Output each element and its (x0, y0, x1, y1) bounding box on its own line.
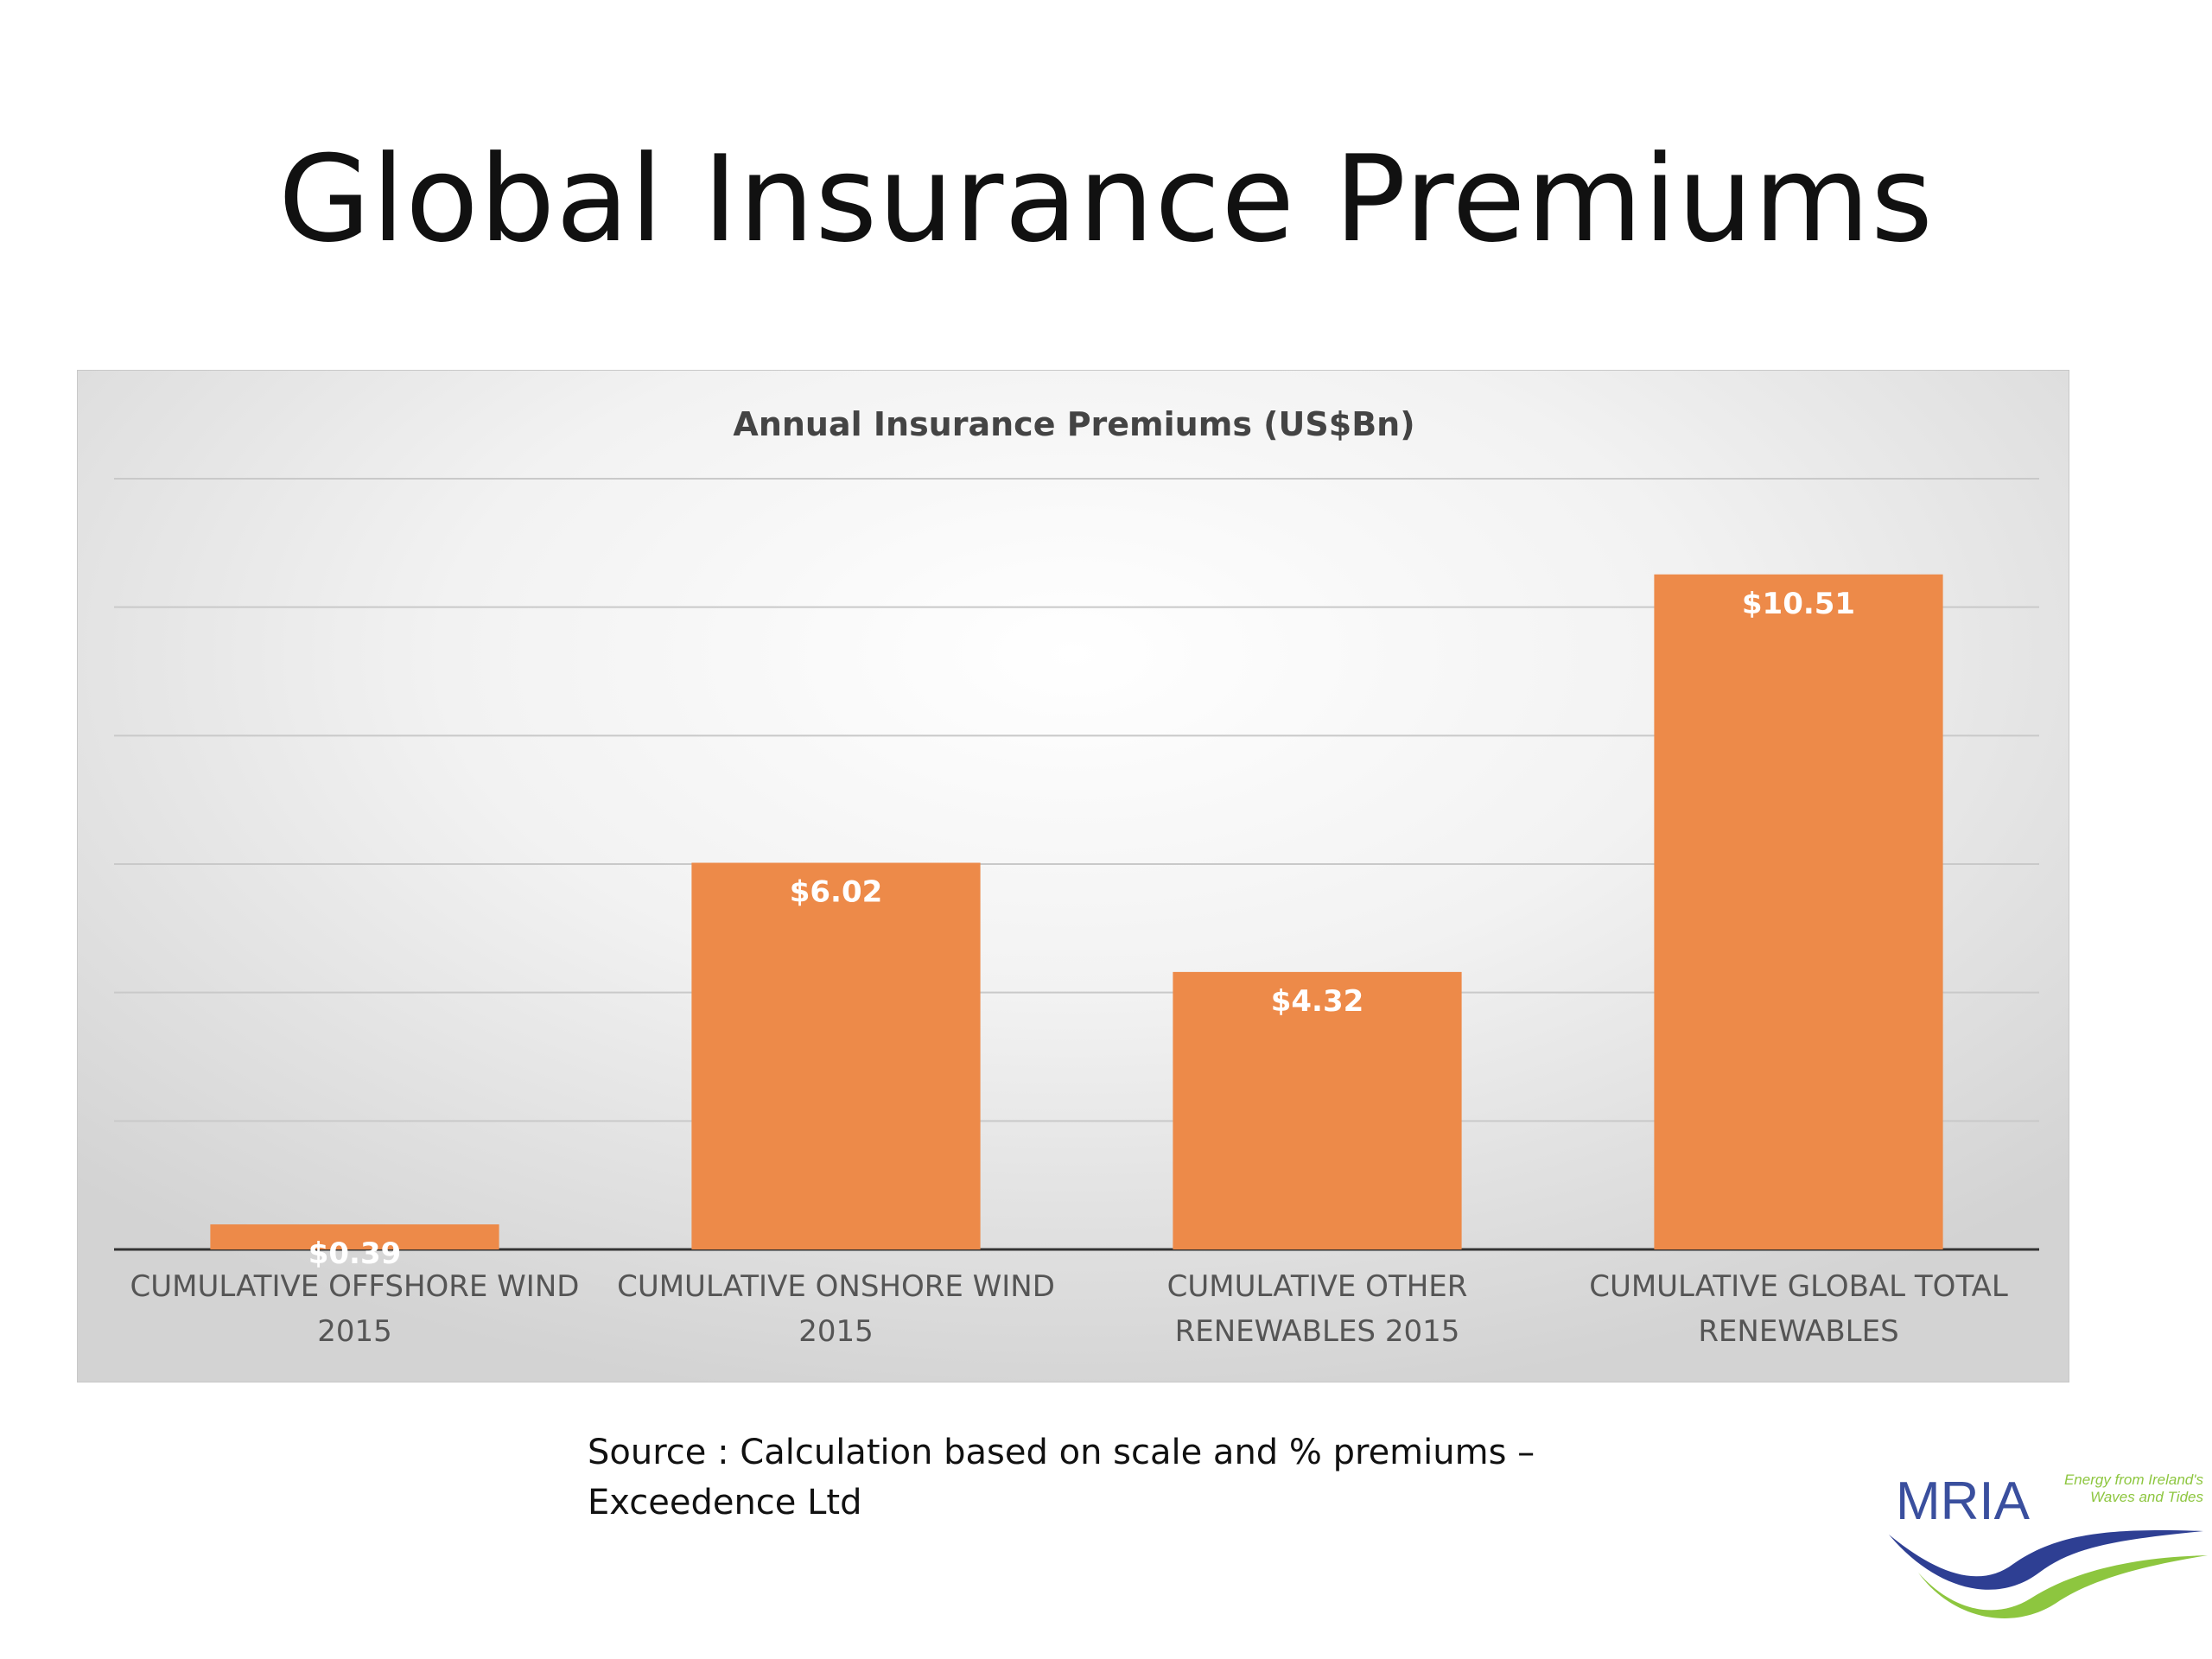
chart-area: Annual Insurance Premiums (US$Bn) $0.39 $… (77, 370, 2069, 1382)
data-labels: $0.39 $6.02 $4.32 $10.51 (308, 587, 1855, 1271)
source-note: Source : Calculation based on scale and … (588, 1427, 1624, 1528)
chart-title: Annual Insurance Premiums (US$Bn) (733, 405, 1414, 443)
bar-4 (1654, 574, 1943, 1249)
category-labels: CUMULATIVE OFFSHORE WIND 2015 CUMULATIVE O… (130, 1269, 2008, 1349)
category-label-2-line-2: 2015 (798, 1314, 874, 1349)
category-label-3-line-2: RENEWABLES 2015 (1175, 1314, 1460, 1349)
slide-title: Global Insurance Premiums (278, 130, 1934, 269)
data-label-2: $6.02 (790, 875, 883, 910)
logo-tagline-2: Waves and Tides (2090, 1489, 2203, 1505)
logo-wave-green (1918, 1555, 2208, 1618)
category-label-1-line-2: 2015 (317, 1314, 392, 1349)
logo-tagline-1: Energy from Ireland's (2064, 1471, 2204, 1488)
logo-text: MRIA (1896, 1471, 2031, 1531)
bar-chart: Annual Insurance Premiums (US$Bn) $0.39$… (114, 405, 2039, 1349)
logo-wave-blue (1889, 1529, 2203, 1590)
category-label-3-line-1: CUMULATIVE OTHER (1167, 1269, 1468, 1304)
category-label-4-line-1: CUMULATIVE GLOBAL TOTAL (1589, 1269, 2008, 1304)
bars (210, 574, 1943, 1249)
data-label-4: $10.51 (1742, 587, 1855, 621)
category-label-4-line-2: RENEWABLES (1698, 1314, 1898, 1349)
source-line-2: Exceedence Ltd (588, 1483, 862, 1522)
mria-logo: MRIA Energy from Ireland's Waves and Tid… (1889, 1471, 2208, 1618)
category-label-1-line-1: CUMULATIVE OFFSHORE WIND (130, 1269, 580, 1304)
data-label-1: $0.39 (308, 1236, 402, 1271)
bar-3 (1173, 971, 1462, 1249)
bar-1 (210, 1224, 499, 1249)
bar-2 (691, 862, 981, 1249)
data-label-3: $4.32 (1271, 984, 1364, 1019)
source-line-1: Source : Calculation based on scale and … (588, 1433, 1535, 1472)
category-label-2-line-1: CUMULATIVE ONSHORE WIND (617, 1269, 1055, 1304)
